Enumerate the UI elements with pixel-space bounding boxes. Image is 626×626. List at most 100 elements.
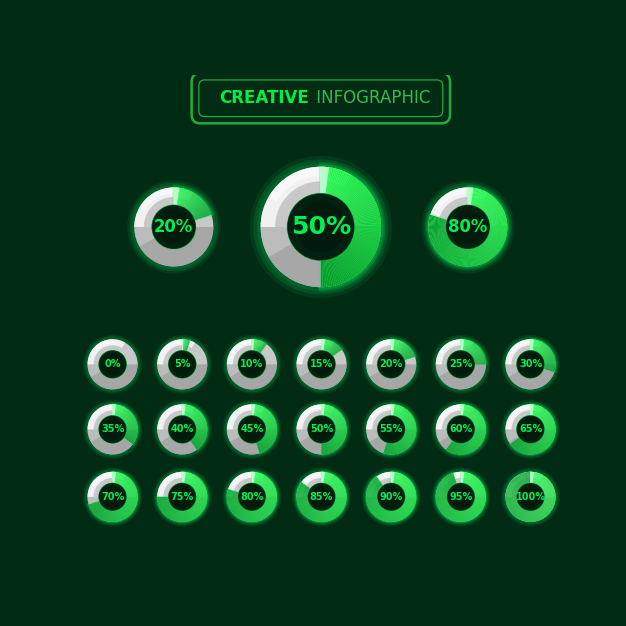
- Wedge shape: [488, 235, 505, 242]
- Wedge shape: [188, 406, 193, 417]
- Wedge shape: [330, 344, 336, 353]
- Circle shape: [240, 352, 264, 376]
- Wedge shape: [367, 491, 377, 494]
- Wedge shape: [397, 407, 403, 417]
- Wedge shape: [449, 510, 455, 520]
- Wedge shape: [190, 200, 203, 212]
- Circle shape: [170, 418, 194, 441]
- Wedge shape: [183, 511, 184, 522]
- Wedge shape: [376, 508, 383, 517]
- Wedge shape: [259, 509, 265, 518]
- Wedge shape: [469, 441, 476, 450]
- Wedge shape: [349, 195, 372, 210]
- Wedge shape: [510, 505, 519, 511]
- Wedge shape: [331, 346, 339, 354]
- Wedge shape: [536, 407, 542, 417]
- Wedge shape: [336, 499, 346, 501]
- Wedge shape: [192, 205, 207, 215]
- Wedge shape: [316, 511, 319, 521]
- Wedge shape: [182, 511, 183, 522]
- Wedge shape: [91, 504, 101, 510]
- Wedge shape: [354, 212, 379, 220]
- Wedge shape: [324, 472, 326, 483]
- Wedge shape: [265, 500, 276, 504]
- Wedge shape: [126, 426, 138, 428]
- Circle shape: [310, 352, 334, 376]
- Wedge shape: [544, 492, 555, 495]
- Wedge shape: [532, 511, 535, 521]
- Wedge shape: [444, 245, 455, 260]
- Wedge shape: [227, 364, 252, 389]
- Wedge shape: [506, 501, 517, 505]
- Wedge shape: [464, 473, 467, 483]
- Wedge shape: [265, 432, 277, 435]
- Wedge shape: [394, 472, 397, 483]
- Wedge shape: [536, 341, 541, 352]
- Wedge shape: [324, 339, 326, 351]
- Wedge shape: [436, 500, 448, 504]
- Wedge shape: [329, 508, 336, 518]
- Wedge shape: [443, 479, 451, 487]
- Wedge shape: [543, 486, 553, 491]
- Wedge shape: [343, 182, 362, 202]
- Wedge shape: [251, 511, 252, 522]
- Wedge shape: [473, 437, 482, 443]
- Wedge shape: [374, 478, 382, 486]
- Wedge shape: [473, 503, 484, 508]
- Wedge shape: [339, 176, 355, 199]
- Wedge shape: [113, 472, 115, 483]
- Wedge shape: [327, 168, 334, 194]
- Circle shape: [450, 354, 471, 375]
- Wedge shape: [332, 439, 341, 446]
- Wedge shape: [472, 505, 481, 511]
- Wedge shape: [259, 441, 265, 451]
- Wedge shape: [328, 342, 333, 352]
- Wedge shape: [439, 504, 449, 510]
- Wedge shape: [259, 342, 264, 352]
- Wedge shape: [324, 339, 326, 351]
- Circle shape: [292, 400, 351, 459]
- Wedge shape: [194, 436, 204, 442]
- Wedge shape: [172, 510, 177, 520]
- Wedge shape: [401, 347, 409, 354]
- Wedge shape: [266, 494, 277, 496]
- Wedge shape: [301, 505, 310, 511]
- Wedge shape: [265, 419, 275, 424]
- Wedge shape: [541, 347, 549, 355]
- Wedge shape: [464, 340, 466, 351]
- Wedge shape: [545, 495, 555, 496]
- Wedge shape: [402, 506, 411, 513]
- Wedge shape: [398, 509, 403, 519]
- Wedge shape: [468, 441, 475, 451]
- Wedge shape: [182, 472, 186, 483]
- Wedge shape: [401, 439, 408, 448]
- Wedge shape: [193, 482, 203, 489]
- Wedge shape: [436, 429, 461, 454]
- Wedge shape: [262, 506, 270, 515]
- Wedge shape: [509, 404, 530, 419]
- Wedge shape: [325, 167, 331, 193]
- Circle shape: [518, 352, 543, 376]
- Wedge shape: [191, 202, 204, 213]
- Wedge shape: [193, 506, 202, 513]
- Wedge shape: [332, 349, 342, 356]
- Wedge shape: [327, 474, 332, 484]
- Circle shape: [294, 336, 349, 393]
- Circle shape: [130, 183, 218, 271]
- Wedge shape: [450, 442, 455, 453]
- Wedge shape: [397, 406, 402, 417]
- Wedge shape: [186, 340, 188, 351]
- Wedge shape: [462, 404, 464, 416]
- Wedge shape: [266, 498, 277, 500]
- Wedge shape: [257, 341, 260, 351]
- Wedge shape: [262, 506, 270, 514]
- Wedge shape: [446, 476, 453, 486]
- Wedge shape: [398, 475, 404, 485]
- Wedge shape: [126, 500, 137, 503]
- Wedge shape: [325, 340, 328, 351]
- Wedge shape: [121, 409, 128, 418]
- Wedge shape: [475, 500, 485, 503]
- Wedge shape: [438, 242, 452, 254]
- Wedge shape: [193, 207, 208, 216]
- Circle shape: [86, 470, 139, 523]
